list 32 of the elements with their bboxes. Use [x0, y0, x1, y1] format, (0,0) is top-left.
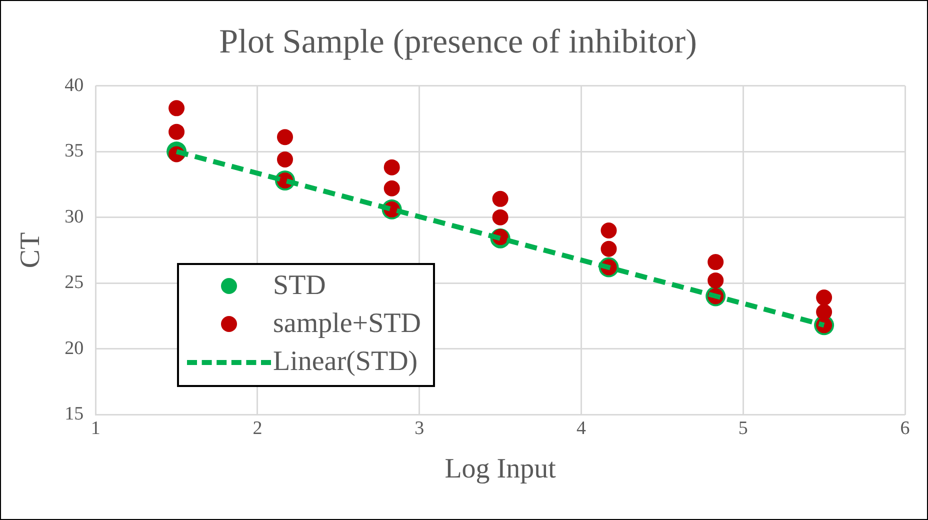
y-tick-label: 40: [64, 74, 84, 96]
point: [816, 290, 832, 306]
point: [168, 124, 185, 140]
x-tick-label: 1: [90, 418, 100, 439]
point: [708, 272, 724, 288]
point: [492, 190, 508, 207]
x-axis-title: Log Input: [444, 454, 556, 485]
x-tick-label: 3: [414, 418, 424, 439]
x-tick-label: 5: [738, 418, 748, 439]
point: [277, 129, 293, 146]
y-tick-label: 35: [64, 140, 84, 162]
point: [600, 240, 617, 257]
y-axis-title: CT: [15, 232, 46, 268]
point: [384, 180, 400, 196]
point: [384, 159, 400, 176]
legend-label: sample+STD: [273, 308, 421, 340]
legend-label: Linear(STD): [273, 346, 418, 378]
chart-title: Plot Sample (presence of inhibitor): [219, 23, 697, 60]
point: [168, 100, 185, 116]
point: [816, 304, 832, 320]
x-tick-label: 4: [576, 418, 586, 439]
y-tick-label: 20: [64, 338, 84, 359]
x-tick-label: 6: [900, 418, 910, 439]
point: [277, 151, 293, 168]
point: [708, 254, 724, 270]
y-tick-label: 15: [64, 404, 84, 425]
point: [600, 222, 617, 238]
y-tick-label: 30: [64, 206, 84, 228]
y-tick-label: 25: [64, 272, 84, 294]
point: [492, 209, 508, 226]
legend-label: STD: [273, 270, 326, 302]
x-tick-label: 2: [252, 418, 262, 439]
